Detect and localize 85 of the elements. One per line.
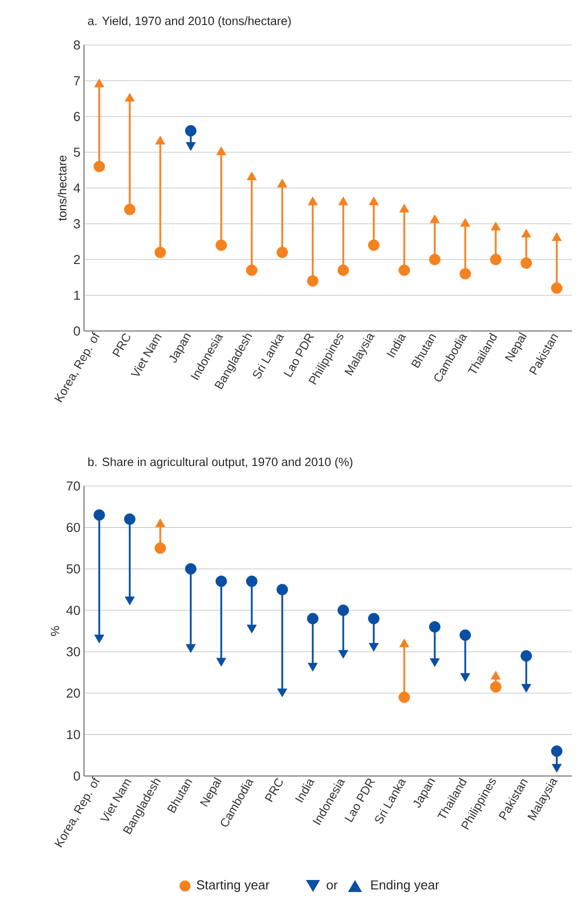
y-tick-label: 6 (74, 112, 80, 122)
point (94, 160, 105, 172)
point (551, 282, 562, 294)
point (308, 662, 318, 672)
legend-label: Starting year (196, 880, 270, 892)
point (216, 576, 227, 587)
point (429, 254, 440, 266)
y-tick-label: 7 (74, 76, 80, 86)
point (460, 218, 470, 227)
point (154, 246, 166, 258)
point (246, 264, 258, 276)
point (338, 604, 349, 616)
y-axis-title: % (50, 626, 60, 636)
point (398, 692, 410, 703)
y-tick-label: 1 (74, 290, 80, 300)
point (490, 254, 502, 266)
point (430, 658, 440, 667)
point (216, 146, 226, 156)
y-tick-label: 4 (74, 184, 80, 192)
point (429, 621, 440, 633)
point (552, 764, 562, 773)
point (124, 92, 135, 102)
point (520, 257, 532, 269)
point (246, 576, 258, 587)
point (308, 196, 318, 206)
point (368, 612, 380, 624)
point (460, 268, 471, 280)
point (124, 513, 136, 525)
point (277, 688, 288, 698)
point (216, 658, 226, 667)
point (246, 624, 257, 634)
point (246, 172, 257, 180)
y-axis-title: tons/hectare (58, 156, 66, 221)
point (520, 650, 532, 662)
y-tick-label: 50 (66, 564, 80, 574)
point (186, 644, 196, 653)
point (338, 264, 349, 276)
point (430, 214, 440, 224)
point (398, 264, 410, 276)
point (490, 681, 502, 693)
point (94, 78, 104, 88)
point (521, 228, 532, 238)
legend-label: Ending year (371, 880, 440, 892)
y-tick-label: 8 (74, 40, 80, 50)
point (307, 612, 318, 624)
point (216, 239, 227, 251)
point (94, 634, 104, 644)
y-tick-label: 60 (66, 522, 80, 532)
y-tick-label: 3 (74, 219, 80, 228)
point (368, 642, 379, 652)
y-tick-label: 70 (66, 481, 80, 491)
point (338, 196, 348, 206)
point (521, 684, 532, 693)
chart-title: a. Yield, 1970 and 2010 (tons/hectare) (88, 16, 291, 28)
point (124, 596, 135, 606)
point (552, 232, 562, 241)
point (307, 275, 318, 287)
text: or (326, 882, 338, 890)
point (94, 509, 105, 521)
point (460, 673, 470, 682)
point (124, 204, 136, 216)
point (368, 196, 379, 206)
point (368, 239, 380, 251)
point (154, 542, 166, 554)
point (155, 518, 166, 528)
y-tick-label: 5 (74, 148, 80, 157)
y-tick-label: 0 (74, 326, 80, 336)
point (338, 650, 348, 659)
y-tick-label: 0 (74, 771, 80, 781)
point (276, 584, 288, 596)
y-tick-label: 2 (74, 254, 80, 264)
point (155, 136, 166, 144)
chart-title: b. Share in agricultural output, 1970 and 2010 (%) (88, 457, 352, 469)
y-tick-label: 30 (66, 647, 80, 656)
y-tick-label: 20 (66, 688, 80, 698)
point (185, 125, 196, 136)
point (399, 204, 410, 212)
point (460, 629, 471, 641)
point (551, 745, 562, 757)
point (277, 178, 288, 188)
point (276, 246, 288, 258)
y-tick-label: 40 (66, 606, 80, 615)
y-tick-label: 10 (67, 730, 80, 740)
point (185, 563, 196, 575)
point (490, 222, 501, 230)
